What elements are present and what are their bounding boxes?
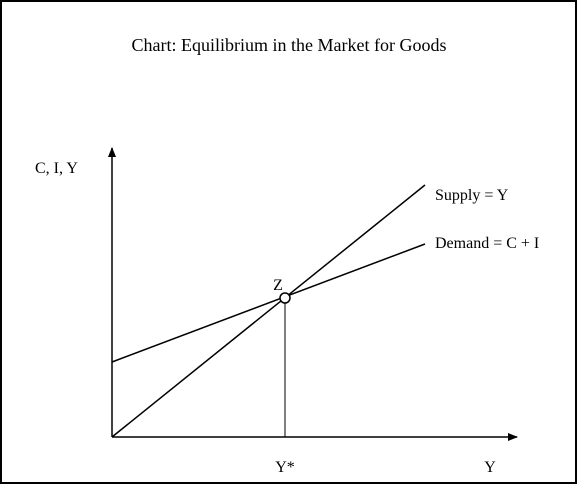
equilibrium-label: Z <box>273 277 283 294</box>
y-axis-label: C, I, Y <box>35 160 78 177</box>
equilibrium-output-label: Y* <box>275 459 295 476</box>
supply-line <box>111 184 426 438</box>
demand-line <box>111 243 426 363</box>
equilibrium-point <box>279 292 291 304</box>
x-axis-label: Y <box>484 459 496 476</box>
supply-label: Supply = Y <box>435 187 509 204</box>
title: Chart: Equilibrium in the Market for Goo… <box>132 35 447 55</box>
demand-label: Demand = C + I <box>435 235 539 252</box>
